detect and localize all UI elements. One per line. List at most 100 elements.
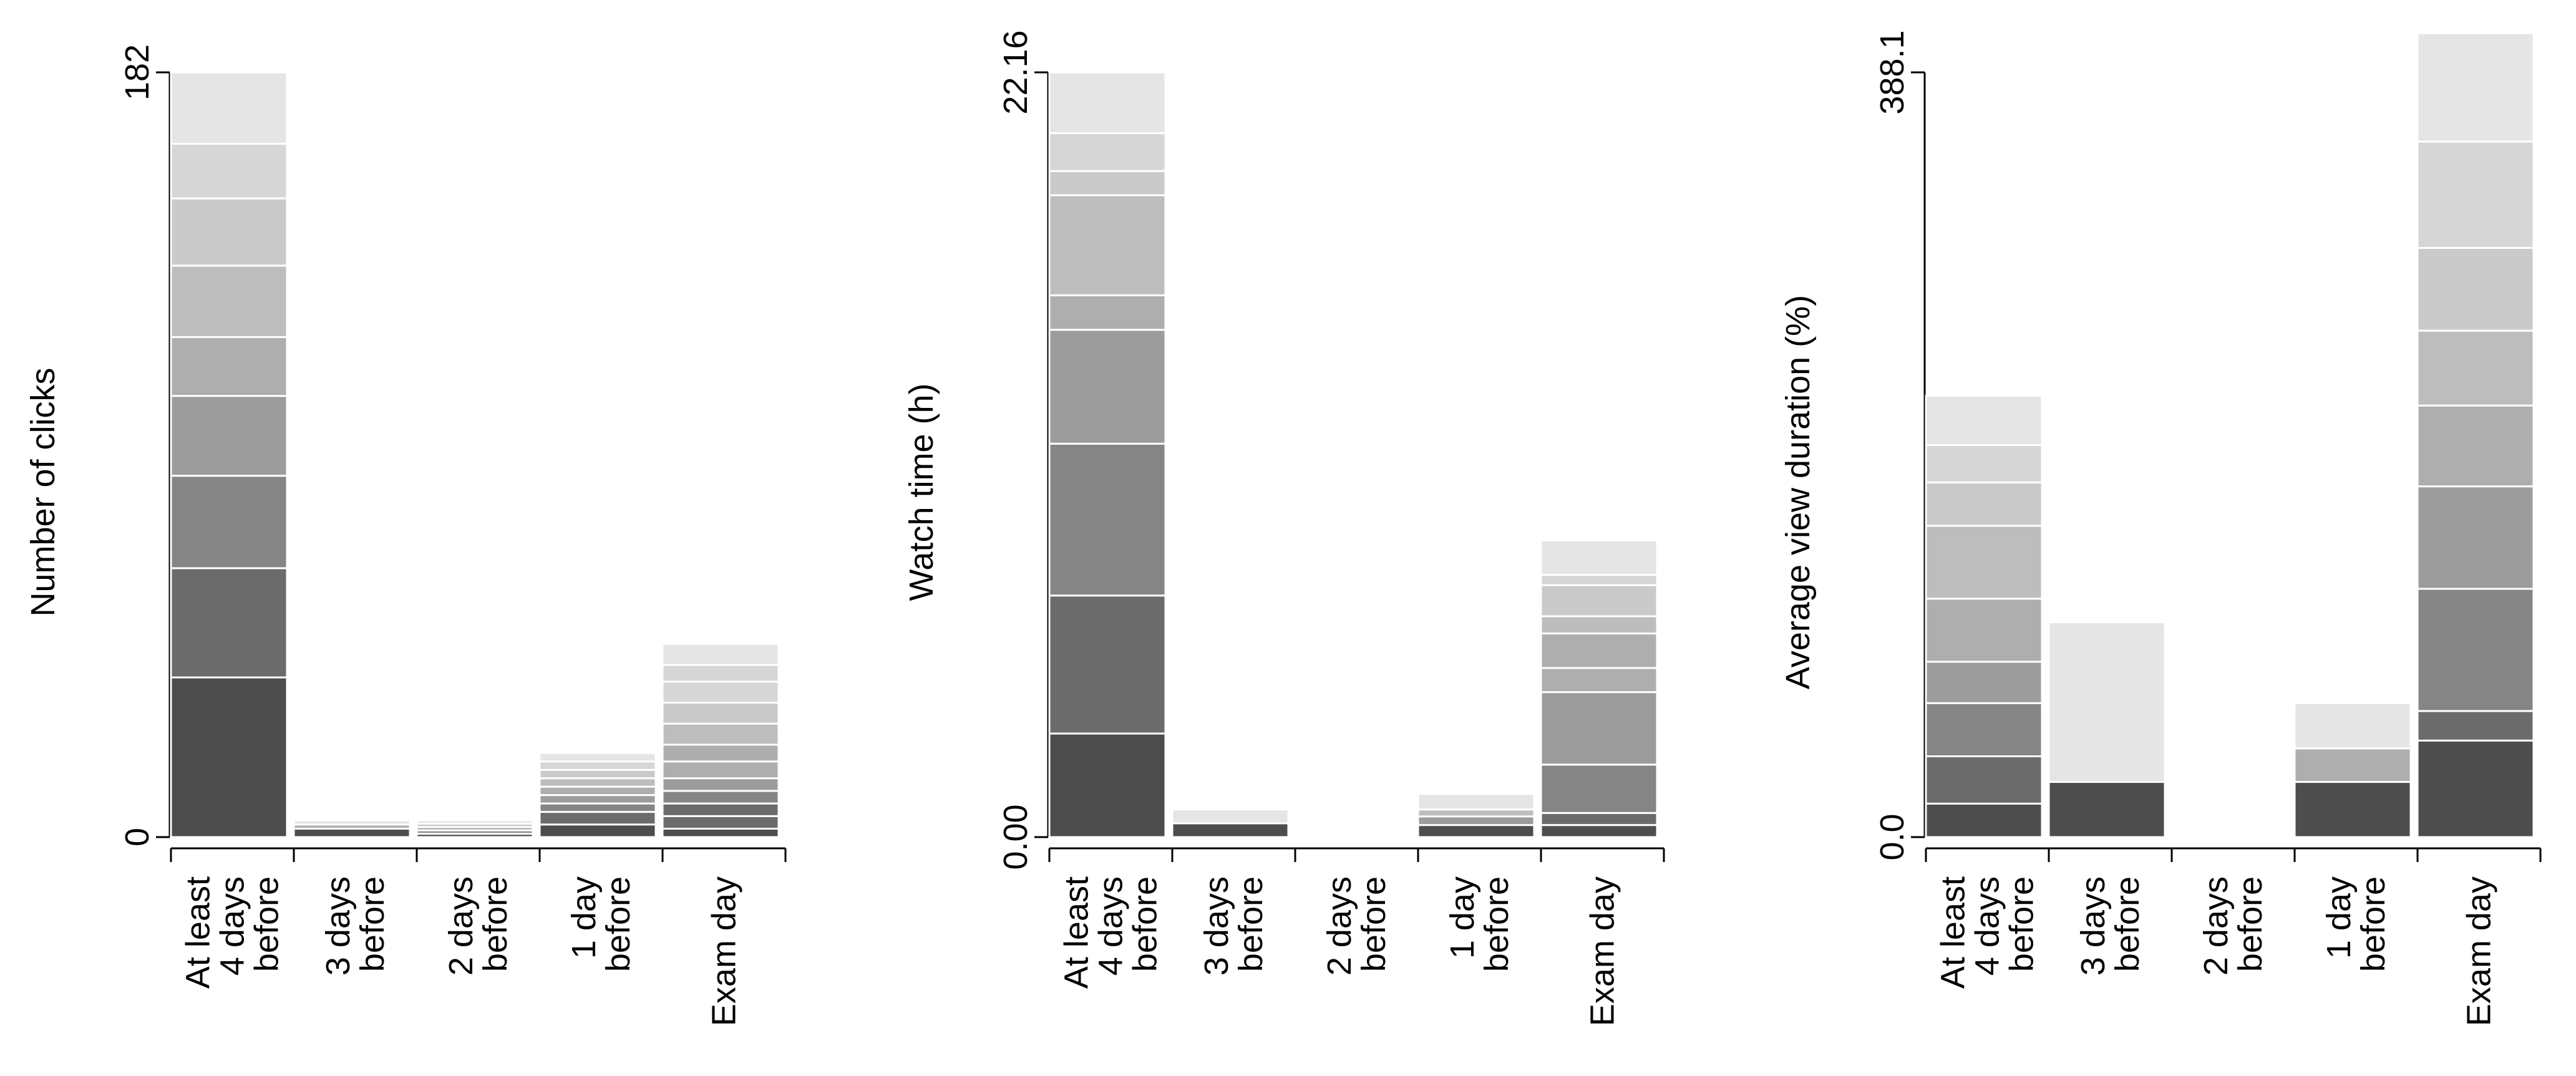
bar-segment [1925, 481, 2043, 527]
bar-segment [2416, 246, 2535, 332]
y-tick-label: 182 [119, 44, 156, 100]
x-category-label: 4 days [214, 876, 251, 976]
bar-segment [538, 802, 657, 813]
bar-segment [2416, 140, 2535, 249]
bar-segment [1048, 329, 1167, 445]
bar-segment [1540, 574, 1658, 586]
bar-segment [2416, 329, 2535, 407]
bar-segment [1925, 443, 2043, 483]
bar-segment [293, 819, 411, 826]
x-category-label: before [2355, 876, 2392, 972]
x-category-label: before [248, 876, 286, 972]
bar-segment [1417, 815, 1535, 826]
bar-segment [1417, 824, 1535, 838]
bar-segment [661, 744, 780, 763]
bar-segment [1925, 661, 2043, 704]
bar-segment [1540, 691, 1658, 766]
x-category-label: before [1232, 876, 1270, 972]
y-tick-label: 0.0 [1874, 813, 1911, 860]
bar-segment [2293, 747, 2412, 783]
x-category-label: 1 day [2320, 876, 2358, 959]
y-tick-label: 388.1 [1874, 30, 1911, 114]
bar-segment [1540, 667, 1658, 694]
x-category-label: before [600, 876, 637, 972]
x-category-label: before [1355, 876, 1392, 972]
bar-segment [1048, 594, 1167, 735]
clicks-y-axis-title: Number of clicks [24, 367, 62, 616]
bar-segment [661, 722, 780, 746]
bar-segment [1048, 194, 1167, 296]
view-duration-chart: Average view duration (%) 0.0 388.1 At lea… [1779, 30, 2542, 1026]
bar-segment [1540, 539, 1658, 576]
x-category-label: 2 days [1321, 876, 1358, 976]
bar-segment [538, 777, 657, 788]
view-duration-y-axis-title: Average view duration (%) [1779, 295, 1817, 689]
x-category-label: 4 days [1092, 876, 1130, 976]
bar-segment [1048, 132, 1167, 172]
bar-segment [538, 752, 657, 763]
x-category-label: At least [1935, 876, 1972, 989]
x-category-label: before [354, 876, 391, 972]
bar-segment [1417, 808, 1535, 818]
bar-segment [1417, 793, 1535, 811]
bar-segment [1048, 71, 1167, 134]
bar-segment [661, 701, 780, 725]
bar-segment [1925, 525, 2043, 600]
bar-segment [1171, 822, 1290, 838]
bar-segment [170, 395, 288, 477]
x-category-label: Exam day [2461, 876, 2498, 1026]
bar-segment [170, 336, 288, 397]
bar-segment [538, 811, 657, 826]
bar-segment [1925, 598, 2043, 663]
bar-segment [661, 802, 780, 817]
bar-segment [2048, 621, 2166, 783]
bar-segment [170, 567, 288, 679]
x-category-label: 3 days [1198, 876, 1235, 976]
x-category-label: 3 days [319, 876, 357, 976]
bar-segment [538, 760, 657, 771]
bar-segment [1925, 394, 2043, 446]
bar-segment [661, 777, 780, 792]
x-category-label: 4 days [1969, 876, 2006, 976]
bar-segment [2416, 32, 2535, 143]
bar-segment [1048, 732, 1167, 838]
y-tick-label: 22.16 [997, 30, 1034, 114]
bar-segment [661, 828, 780, 838]
bar-segment [1925, 802, 2043, 838]
bar-segment [1540, 763, 1658, 814]
bar-segment [1171, 808, 1290, 825]
bar-segment [2416, 588, 2535, 712]
bar-segment [1048, 294, 1167, 331]
watch-time-y-axis-title: Watch time (h) [903, 383, 940, 601]
bar-segment [1540, 633, 1658, 669]
bar-segment [170, 71, 288, 145]
bar-segment [2416, 739, 2535, 838]
y-tick-label: 0.00 [997, 804, 1034, 870]
bar-segment [170, 676, 288, 838]
bar-segment [2416, 710, 2535, 742]
bar-segment [538, 768, 657, 780]
x-category-label: 1 day [1444, 876, 1481, 959]
bar-segment [1048, 170, 1167, 196]
bar-segment [538, 823, 657, 838]
x-category-label: before [1127, 876, 1164, 972]
bar-segment [2293, 702, 2412, 750]
bar-segment [293, 828, 411, 838]
bar-segment [1540, 812, 1658, 826]
bar-segment [2048, 781, 2166, 838]
x-category-label: 2 days [2197, 876, 2235, 976]
bar-segment [661, 681, 780, 704]
x-category-label: 2 days [442, 876, 480, 976]
bar-segment [1540, 824, 1658, 838]
x-category-label: before [1478, 876, 1515, 972]
bar-segment [538, 785, 657, 797]
bar-segment [2416, 404, 2535, 488]
bar-segment [1540, 615, 1658, 635]
bar-segment [2416, 485, 2535, 590]
bar-segment [1925, 755, 2043, 805]
bar-segment [170, 143, 288, 200]
x-category-label: Exam day [706, 876, 743, 1026]
bar-segment [661, 815, 780, 830]
